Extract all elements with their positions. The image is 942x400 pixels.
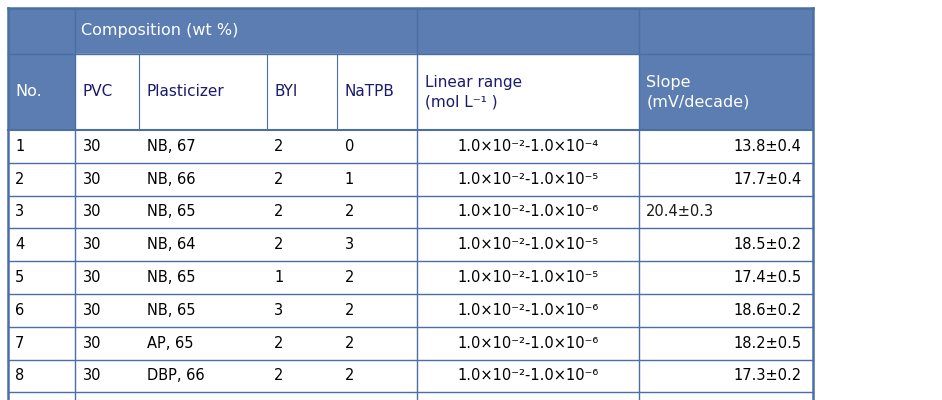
Text: 7: 7 — [15, 336, 24, 351]
Text: 2: 2 — [274, 139, 284, 154]
Text: 1: 1 — [345, 172, 354, 187]
Text: 18.5±0.2: 18.5±0.2 — [734, 237, 802, 252]
Text: PVC: PVC — [83, 84, 113, 100]
Text: 1: 1 — [274, 270, 284, 285]
Bar — [8, 196, 813, 228]
Text: NB, 66: NB, 66 — [147, 172, 195, 187]
Text: 1.0×10⁻²-1.0×10⁻⁵: 1.0×10⁻²-1.0×10⁻⁵ — [458, 270, 598, 285]
Bar — [8, 163, 813, 196]
Text: 1.0×10⁻²-1.0×10⁻⁵: 1.0×10⁻²-1.0×10⁻⁵ — [458, 237, 598, 252]
Text: AP, 65: AP, 65 — [147, 336, 193, 351]
Text: No.: No. — [15, 84, 41, 100]
Text: NB, 67: NB, 67 — [147, 139, 196, 154]
Text: 6: 6 — [15, 303, 24, 318]
Bar — [8, 392, 813, 400]
Text: DBP, 66: DBP, 66 — [147, 368, 204, 384]
Bar — [8, 294, 813, 327]
Text: 30: 30 — [83, 139, 102, 154]
Text: 2: 2 — [274, 237, 284, 252]
Bar — [8, 8, 813, 54]
Text: Slope
(mV/decade): Slope (mV/decade) — [646, 74, 750, 109]
Text: 1.0×10⁻²-1.0×10⁻⁶: 1.0×10⁻²-1.0×10⁻⁶ — [458, 303, 598, 318]
Text: 2: 2 — [345, 303, 354, 318]
Text: NaTPB: NaTPB — [345, 84, 395, 100]
Text: 8: 8 — [15, 368, 24, 384]
Text: 1.0×10⁻²-1.0×10⁻⁶: 1.0×10⁻²-1.0×10⁻⁶ — [458, 336, 598, 351]
Text: 30: 30 — [83, 237, 102, 252]
Text: NB, 64: NB, 64 — [147, 237, 195, 252]
Text: 1: 1 — [15, 139, 24, 154]
Text: NB, 65: NB, 65 — [147, 270, 195, 285]
Text: 2: 2 — [274, 368, 284, 384]
Bar — [8, 130, 813, 163]
Text: 1.0×10⁻²-1.0×10⁻⁵: 1.0×10⁻²-1.0×10⁻⁵ — [458, 172, 598, 187]
Text: 2: 2 — [274, 204, 284, 220]
Text: 17.7±0.4: 17.7±0.4 — [734, 172, 802, 187]
Bar — [8, 228, 813, 261]
Text: 1.0×10⁻²-1.0×10⁻⁴: 1.0×10⁻²-1.0×10⁻⁴ — [458, 139, 598, 154]
Text: NB, 65: NB, 65 — [147, 204, 195, 220]
Bar — [8, 360, 813, 392]
Text: 17.4±0.5: 17.4±0.5 — [734, 270, 802, 285]
Bar — [8, 327, 813, 360]
Text: 2: 2 — [345, 368, 354, 384]
Bar — [8, 261, 813, 294]
Text: 1.0×10⁻²-1.0×10⁻⁶: 1.0×10⁻²-1.0×10⁻⁶ — [458, 368, 598, 384]
Text: 3: 3 — [274, 303, 284, 318]
Text: 30: 30 — [83, 204, 102, 220]
Text: 3: 3 — [345, 237, 354, 252]
Text: 2: 2 — [345, 336, 354, 351]
Text: Linear range
(mol L⁻¹ ): Linear range (mol L⁻¹ ) — [425, 74, 522, 109]
Text: 30: 30 — [83, 368, 102, 384]
Text: 18.6±0.2: 18.6±0.2 — [734, 303, 802, 318]
Text: Composition (wt %): Composition (wt %) — [81, 24, 238, 38]
Text: 1.0×10⁻²-1.0×10⁻⁶: 1.0×10⁻²-1.0×10⁻⁶ — [458, 204, 598, 220]
Text: BYI: BYI — [274, 84, 298, 100]
Text: 2: 2 — [345, 270, 354, 285]
Text: 4: 4 — [15, 237, 24, 252]
Text: 17.3±0.2: 17.3±0.2 — [734, 368, 802, 384]
Text: Plasticizer: Plasticizer — [147, 84, 225, 100]
Text: 3: 3 — [15, 204, 24, 220]
Bar — [75, 54, 639, 130]
Text: 30: 30 — [83, 172, 102, 187]
Bar — [8, 54, 813, 130]
Text: 2: 2 — [274, 172, 284, 187]
Text: 30: 30 — [83, 336, 102, 351]
Text: 2: 2 — [15, 172, 24, 187]
Text: 30: 30 — [83, 270, 102, 285]
Text: 2: 2 — [274, 336, 284, 351]
Text: 0: 0 — [345, 139, 354, 154]
Text: 30: 30 — [83, 303, 102, 318]
Text: 20.4±0.3: 20.4±0.3 — [646, 204, 714, 220]
Text: 13.8±0.4: 13.8±0.4 — [734, 139, 802, 154]
Text: 2: 2 — [345, 204, 354, 220]
Text: NB, 65: NB, 65 — [147, 303, 195, 318]
Text: 18.2±0.5: 18.2±0.5 — [734, 336, 802, 351]
Text: 5: 5 — [15, 270, 24, 285]
